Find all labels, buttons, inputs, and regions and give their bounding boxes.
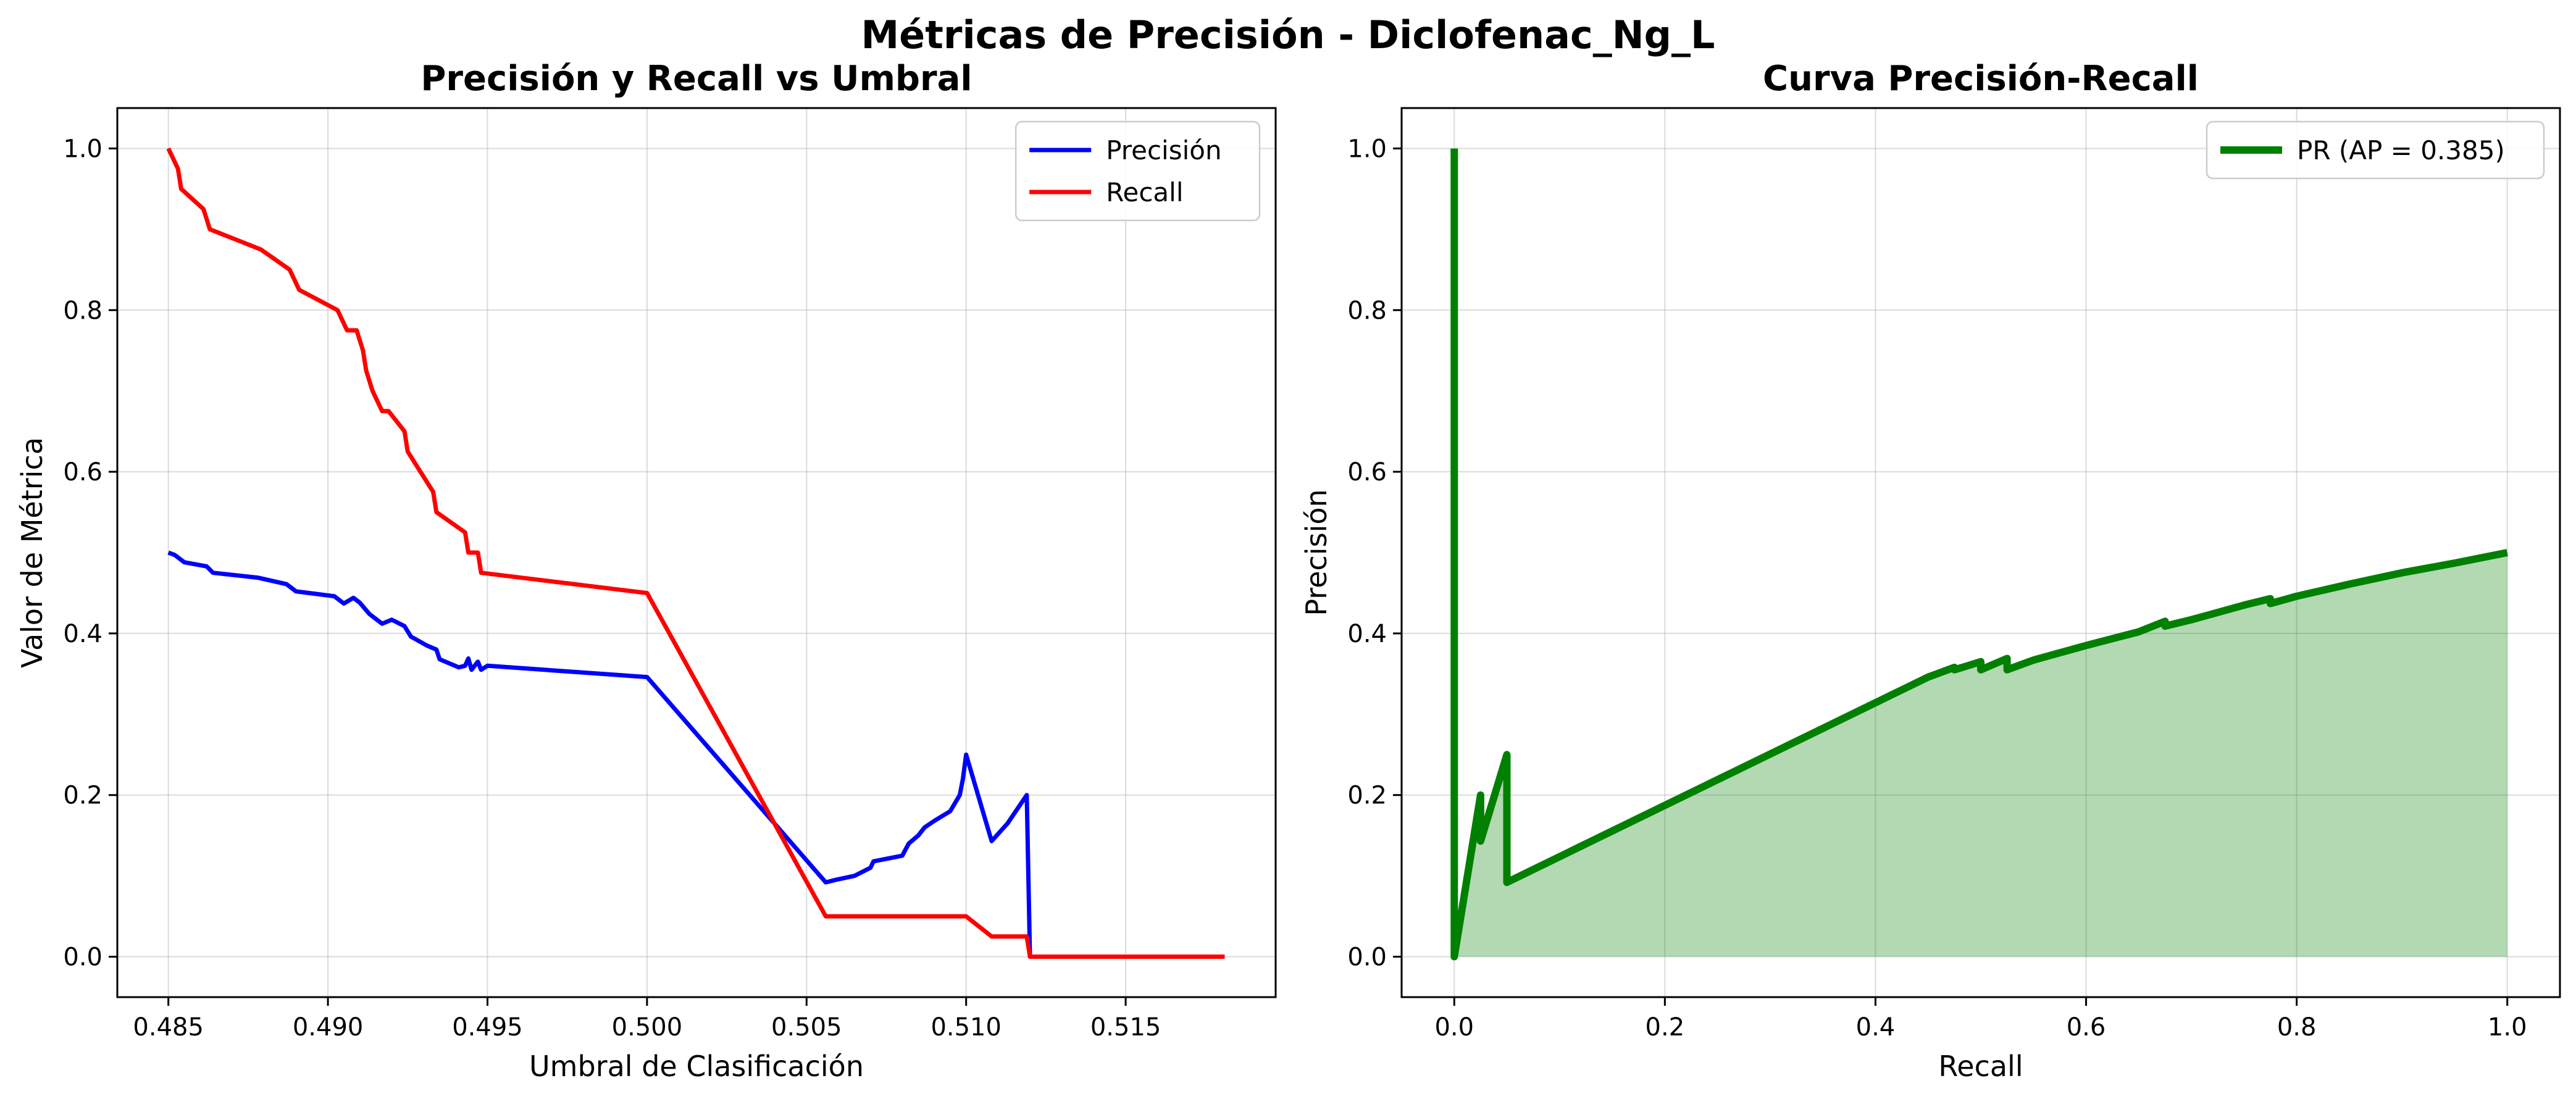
panel-pr-curve: 0.0 0.2 0.4 0.6 0.8 1.0 0.0 0.2 0.4 0.6 0.8 1.0 Curv… bbox=[1300, 59, 2561, 1083]
y-tick-label: 0.8 bbox=[1347, 296, 1387, 325]
y-axis-label: Valor de Métrica bbox=[15, 437, 49, 668]
x-tick-label: 0.8 bbox=[2277, 1013, 2317, 1042]
y-tick-label: 0.4 bbox=[1347, 620, 1387, 648]
y-tick-label: 0.0 bbox=[1347, 943, 1387, 972]
y-tick-label: 0.8 bbox=[63, 296, 102, 325]
y-axis-label: Precisión bbox=[1300, 489, 1333, 616]
legend-box bbox=[1014, 120, 1261, 222]
x-tick-label: 0.510 bbox=[930, 1013, 1002, 1042]
x-tick-label: 0.490 bbox=[293, 1013, 364, 1042]
axes-title: Precisión y Recall vs Umbral bbox=[420, 59, 972, 99]
series-line-precision bbox=[167, 550, 1225, 959]
x-tick-label: 0.495 bbox=[452, 1013, 523, 1042]
x-tick-label: 0.500 bbox=[612, 1013, 683, 1042]
x-tick-label: 1.0 bbox=[2488, 1013, 2527, 1042]
x-tick-label: 0.0 bbox=[1434, 1013, 1474, 1042]
x-tick-label: 0.4 bbox=[1856, 1013, 1896, 1042]
legend-label: Precisión bbox=[1106, 135, 1221, 165]
legend-box bbox=[2206, 120, 2545, 180]
series-line-pr bbox=[1450, 148, 2508, 961]
legend: Precisión Recall bbox=[1014, 120, 1261, 222]
x-tick-label: 0.6 bbox=[2067, 1013, 2106, 1042]
legend-label: Recall bbox=[1106, 177, 1183, 207]
x-tick-label: 0.2 bbox=[1646, 1013, 1685, 1042]
x-tick-label: 0.515 bbox=[1090, 1013, 1161, 1042]
y-tick-label: 0.4 bbox=[63, 620, 102, 648]
figure-suptitle: Métricas de Precisión - Diclofenac_Ng_L bbox=[861, 12, 1715, 57]
y-tick-label: 0.2 bbox=[1347, 782, 1387, 810]
x-tick-label: 0.485 bbox=[133, 1013, 204, 1042]
x-axis-label: Recall bbox=[1938, 1050, 2023, 1083]
axes-frame bbox=[1400, 107, 2561, 998]
legend: PR (AP = 0.385) bbox=[2206, 120, 2545, 180]
legend-label: PR (AP = 0.385) bbox=[2297, 135, 2505, 165]
axes-title: Curva Precisión-Recall bbox=[1763, 59, 2199, 99]
x-tick-label: 0.505 bbox=[771, 1013, 842, 1042]
y-tick-label: 0.2 bbox=[63, 782, 102, 810]
y-tick-label: 1.0 bbox=[1347, 135, 1387, 163]
axes-frame bbox=[116, 107, 1277, 998]
y-tick-label: 1.0 bbox=[63, 135, 102, 163]
y-tick-label: 0.0 bbox=[63, 943, 102, 972]
panel-threshold: 0.485 0.490 0.495 0.500 0.505 0.510 0.515 0.0 0.… bbox=[15, 59, 1277, 1083]
y-tick-label: 0.6 bbox=[63, 458, 102, 487]
series-line-recall bbox=[166, 148, 1225, 959]
x-axis-label: Umbral de Clasificación bbox=[529, 1050, 864, 1083]
y-tick-label: 0.6 bbox=[1347, 458, 1387, 487]
pr-area-fill bbox=[1454, 148, 2507, 957]
